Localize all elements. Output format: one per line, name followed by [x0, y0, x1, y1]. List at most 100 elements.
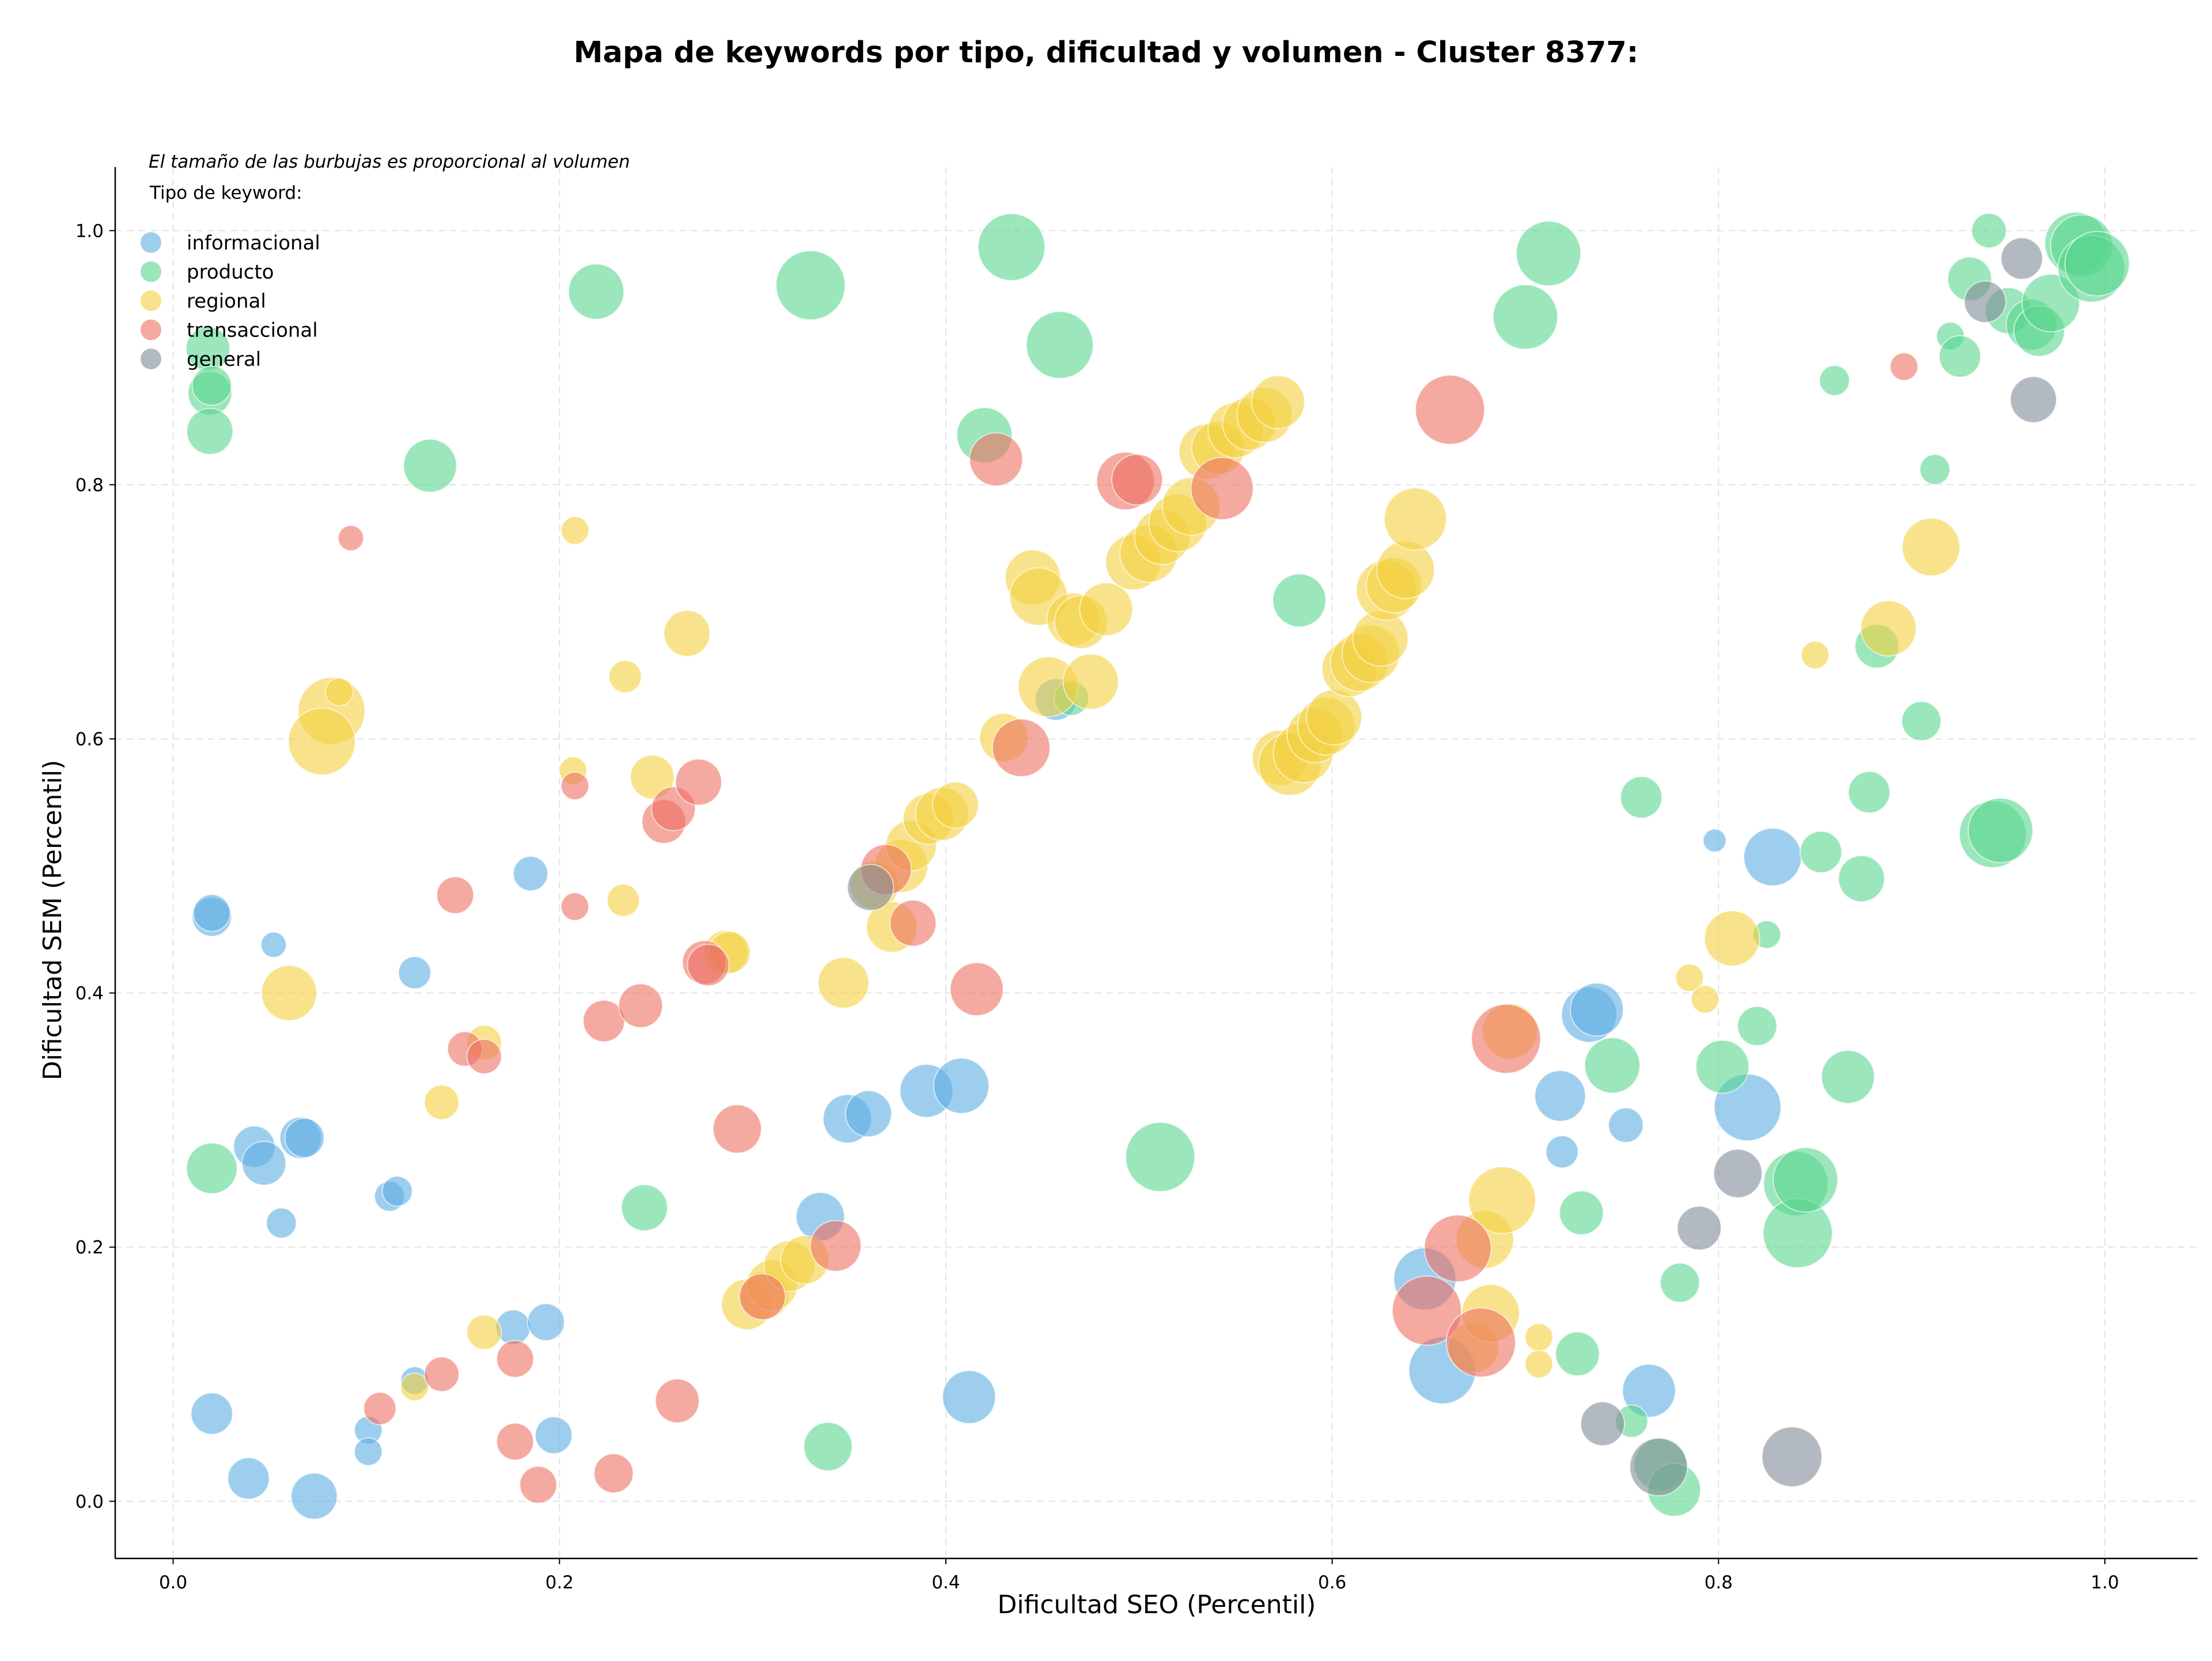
- bubble-regional: [1902, 517, 1961, 577]
- bubble-informacional: [260, 931, 287, 958]
- bubble-regional: [1376, 540, 1435, 600]
- bubble-informacional: [266, 1207, 297, 1239]
- bubble-producto: [1125, 1122, 1196, 1193]
- bubble-transaccional: [560, 892, 590, 921]
- bubble-informacional: [397, 956, 431, 990]
- bubble-regional: [1251, 375, 1305, 429]
- bubble-transaccional: [618, 983, 664, 1028]
- bubble-informacional: [1534, 1070, 1586, 1122]
- bubble-transaccional: [1190, 457, 1254, 520]
- bubble-producto: [1967, 797, 2033, 864]
- bubble-informacional: [535, 1416, 573, 1455]
- x-tick-label: 0.8: [1705, 1572, 1733, 1593]
- bubble-regional: [260, 964, 317, 1021]
- legend-marker-regional: [141, 290, 161, 311]
- bubble-producto: [185, 1142, 238, 1194]
- bubble-producto: [978, 213, 1046, 281]
- bubble-regional: [423, 1084, 460, 1121]
- bubble-informacional: [1743, 827, 1802, 887]
- bubble-producto: [1620, 775, 1663, 819]
- bubble-general: [2010, 376, 2057, 423]
- x-tick-label: 0.2: [546, 1572, 574, 1593]
- legend-marker-general: [141, 349, 161, 369]
- axes: [109, 167, 2198, 1564]
- bubble-producto: [1695, 1039, 1750, 1094]
- y-tick-label: 0.0: [75, 1492, 104, 1512]
- bubble-transaccional: [687, 944, 730, 986]
- bubble-general: [1629, 1437, 1688, 1497]
- x-tick-label: 1.0: [2090, 1572, 2119, 1593]
- bubble-producto: [2064, 230, 2130, 297]
- bubble-transaccional: [593, 1453, 634, 1494]
- bubble-producto: [1584, 1037, 1641, 1094]
- bubble-transaccional: [338, 525, 365, 551]
- bubble-transaccional: [991, 718, 1051, 777]
- bubble-producto: [1821, 1050, 1875, 1104]
- bubble-transaccional: [423, 1356, 460, 1393]
- bubble-informacional: [284, 1118, 325, 1158]
- legend-label-regional: regional: [187, 290, 266, 313]
- bubble-informacional: [1622, 1363, 1676, 1418]
- bubble-transaccional: [1423, 1214, 1492, 1282]
- bubble-informacional: [227, 1457, 270, 1500]
- bubble-regional: [466, 1314, 502, 1350]
- bubble-informacional: [1608, 1107, 1644, 1143]
- tick-labels: 0.0 0.2 0.4 0.6 0.8 1.0 0.0 0.2 0.4 0.6 0.8 1.0: [75, 221, 2119, 1593]
- bubble-general: [1761, 1426, 1823, 1488]
- bubble-producto: [1971, 213, 2007, 249]
- bubble-informacional: [513, 856, 548, 892]
- bubble-regional: [1062, 653, 1119, 710]
- bubble-general: [2000, 237, 2043, 280]
- bubble-transaccional: [1445, 1307, 1516, 1378]
- y-tick-label: 0.8: [75, 475, 104, 495]
- bubble-transaccional: [1471, 1004, 1541, 1074]
- bubble-transaccional: [1392, 1275, 1462, 1346]
- bubble-transaccional: [738, 1273, 786, 1321]
- bubble-regional: [1860, 600, 1917, 657]
- y-tick-label: 0.6: [75, 729, 104, 750]
- legend-marker-transaccional: [141, 319, 161, 340]
- bubble-regional: [608, 660, 642, 694]
- grid-lines: [115, 167, 2198, 1558]
- legend-marker-producto: [141, 261, 161, 282]
- chart-title: Mapa de keywords por tipo, dificultad y …: [573, 36, 1639, 70]
- bubble-informacional: [844, 1090, 892, 1138]
- bubble-producto: [620, 1184, 668, 1232]
- bubble-informacional: [527, 1303, 565, 1341]
- bubble-regional: [931, 781, 979, 829]
- bubble-transaccional: [969, 432, 1024, 487]
- bubble-layer: [185, 211, 2130, 1520]
- bubble-producto: [1025, 311, 1094, 379]
- bubble-producto: [1272, 573, 1327, 628]
- bubble-transaccional: [1889, 352, 1919, 381]
- bubble-producto: [1919, 453, 1950, 485]
- bubble-informacional: [192, 894, 231, 932]
- bubble-producto: [1737, 1005, 1778, 1046]
- bubble-regional: [607, 883, 640, 917]
- x-tick-label: 0.4: [931, 1572, 960, 1593]
- bubble-transaccional: [889, 899, 937, 947]
- bubble-regional: [1306, 689, 1362, 746]
- legend-title: Tipo de keyword:: [149, 183, 302, 203]
- bubble-regional: [1079, 582, 1134, 637]
- legend-label-informacional: informacional: [187, 232, 320, 255]
- bubble-informacional: [933, 1057, 990, 1114]
- bubble-transaccional: [436, 876, 475, 914]
- x-axis-label: Dificultad SEO (Percentil): [998, 1590, 1316, 1620]
- bubble-informacional: [1702, 828, 1727, 853]
- bubble-regional: [325, 677, 354, 706]
- bubble-regional: [1524, 1323, 1554, 1352]
- bubble-transaccional: [519, 1466, 558, 1504]
- y-tick-label: 0.2: [75, 1238, 104, 1258]
- y-tick-label: 0.4: [75, 983, 104, 1004]
- bubble-producto: [1938, 335, 1982, 378]
- bubble-regional: [663, 610, 711, 657]
- x-tick-label: 0.6: [1318, 1572, 1346, 1593]
- legend: Tipo de keyword: informacional producto re…: [141, 183, 320, 371]
- bubble-regional: [1468, 1166, 1536, 1235]
- bubble-regional: [630, 754, 675, 800]
- bubble-informacional: [190, 1392, 233, 1435]
- bubble-informacional: [354, 1437, 383, 1466]
- bubble-producto: [1559, 1190, 1604, 1236]
